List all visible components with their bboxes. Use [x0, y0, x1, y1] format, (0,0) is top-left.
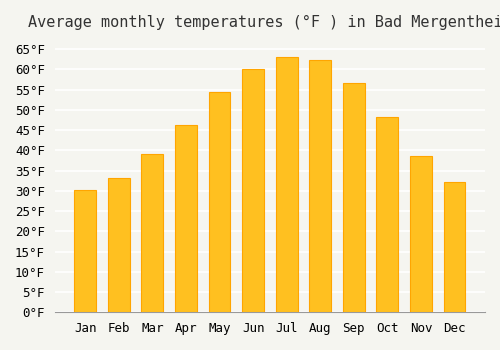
Bar [444, 182, 466, 312]
Bar [175, 125, 197, 312]
Bar [108, 178, 130, 312]
Bar [74, 190, 96, 312]
Bar [410, 156, 432, 312]
Bar [310, 60, 331, 312]
Bar [343, 83, 364, 312]
Bar [376, 117, 398, 312]
Bar [242, 69, 264, 312]
Bar [142, 154, 164, 312]
Title: Average monthly temperatures (°F ) in Bad Mergentheim: Average monthly temperatures (°F ) in Ba… [28, 15, 500, 30]
Bar [208, 92, 231, 312]
Bar [276, 57, 297, 312]
